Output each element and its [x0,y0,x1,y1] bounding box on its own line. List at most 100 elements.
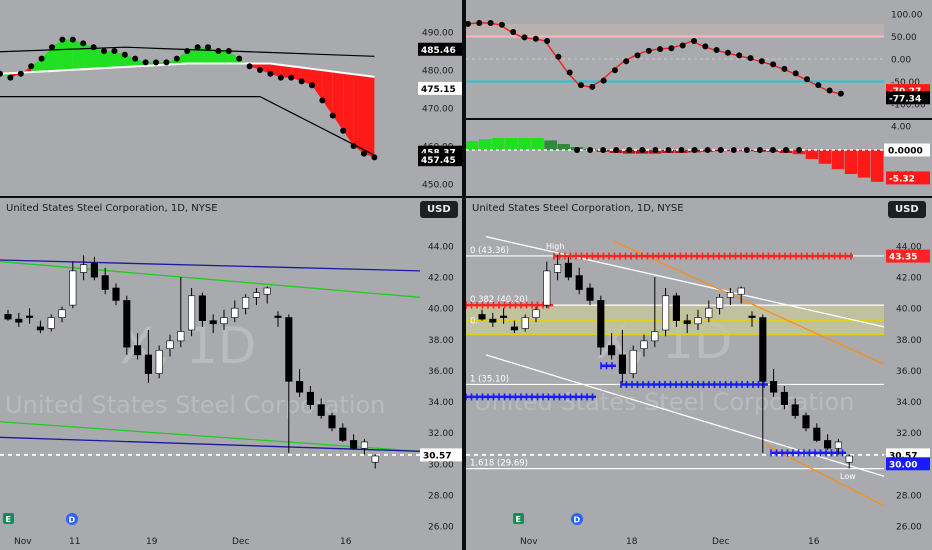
candle [478,314,486,320]
data-point [600,147,607,153]
candle [155,349,163,374]
data-point [626,147,633,153]
value-tag: -77.34 [889,94,921,104]
y-tick-label: 26.00 [896,523,922,533]
data-point [796,147,803,153]
candle [521,317,529,329]
envelope-fill [312,68,323,101]
candle [123,300,131,348]
value-tag-bg [418,81,462,95]
y-tick-label: -100.00 [891,101,926,111]
y-tick-label: 42.00 [428,274,454,284]
y-tick-label: 38.00 [896,336,922,346]
data-point [668,45,675,52]
candle [306,391,314,405]
fib-level-label: 0 (43.36) [470,246,509,256]
candle [177,331,185,342]
candle [101,275,109,290]
envelope-fill [176,51,188,65]
currency-button[interactable]: USD [888,201,926,218]
x-tick-label: 16 [808,537,820,547]
x-tick-label: 18 [626,537,638,547]
data-point [736,52,743,59]
candle [672,295,680,321]
trendline-orange-lower [765,444,885,507]
candle [683,320,691,325]
data-point [319,97,326,104]
envelope-fill [343,72,354,146]
histogram-bar [818,150,832,164]
candle [26,315,34,318]
y-tick-label: 40.00 [428,305,454,315]
fib-level-label: 0. [470,317,478,327]
data-point [743,147,750,153]
candle [759,317,767,382]
data-point [574,147,581,153]
watermark-name: United States Steel Corporation [474,388,854,416]
y-tick-label: 40.00 [896,305,922,315]
x-tick-label: Dec [712,537,729,547]
currency-button[interactable]: USD [420,201,458,218]
histogram-chart: 4.000.0000-4.000.0000-5.32 [466,123,930,185]
candle [543,270,551,306]
data-point [215,48,222,54]
candle [608,345,616,356]
data-point [298,78,305,85]
envelope-fill [197,47,208,64]
value-tag: -5.32 [889,174,915,184]
earnings-badge [513,513,524,524]
candle [489,318,497,323]
y-tick-label: 490.00 [422,29,454,39]
candle [339,427,347,441]
y-tick-label: 450.00 [422,181,454,191]
data-point [704,147,711,153]
envelope-fill [41,47,52,72]
y-tick-label: 470.00 [422,105,454,115]
value-tag-bg [418,153,462,167]
envelope-fill [260,63,271,74]
candle [651,331,659,342]
data-point [713,47,720,53]
data-point [257,67,263,73]
data-point [350,143,357,149]
envelope-fill [322,70,333,116]
x-tick-label: Dec [232,537,249,547]
value-tag: 0.0000 [888,147,923,157]
data-point [121,51,128,58]
right-price-chart-pane[interactable]: 44.00 42.00 40.00 38.00 36.00 34.00 32.00 30.00… [466,198,932,550]
data-point [476,20,483,26]
price-tag-bg [420,448,462,462]
left-candlestick-chart: 44.00 42.00 40.00 38.00 36.00 34.00 32.00 30.00… [0,243,462,547]
candle [705,307,713,318]
data-point [781,65,788,72]
data-point [747,55,754,62]
candle [737,287,745,295]
x-tick-label: 19 [146,537,158,547]
upper-left-indicator-pane[interactable]: 490.00480.00470.00460.00450.00485.46475.… [0,0,462,196]
data-point [702,43,709,50]
value-tag-bg [886,171,930,185]
lower-band [0,95,375,156]
y-tick-label: 28.00 [428,491,454,501]
candle [780,391,788,405]
candle [716,297,724,309]
fib-level-label: 1.618 (29.69) [470,459,528,469]
candle [90,262,98,278]
histogram-pane[interactable]: 4.000.0000-4.000.0000-5.32 [466,120,932,196]
data-point [142,59,149,66]
price-tag: 30.57 [423,451,451,461]
data-point [678,147,685,153]
candle [824,440,832,449]
data-point [652,147,659,153]
data-point [371,154,378,161]
price-tag-2: 30.00 [889,460,917,470]
data-point [111,48,118,54]
dividend-badge-label: D [69,516,76,525]
left-price-chart-pane[interactable]: 44.00 42.00 40.00 38.00 36.00 34.00 32.00 30.00… [0,198,462,550]
y-tick-label: 44.00 [896,243,922,253]
x-tick-label: Nov [520,537,538,547]
envelope-fill [62,39,73,71]
dividend-badge [571,513,583,525]
candle [58,309,66,318]
